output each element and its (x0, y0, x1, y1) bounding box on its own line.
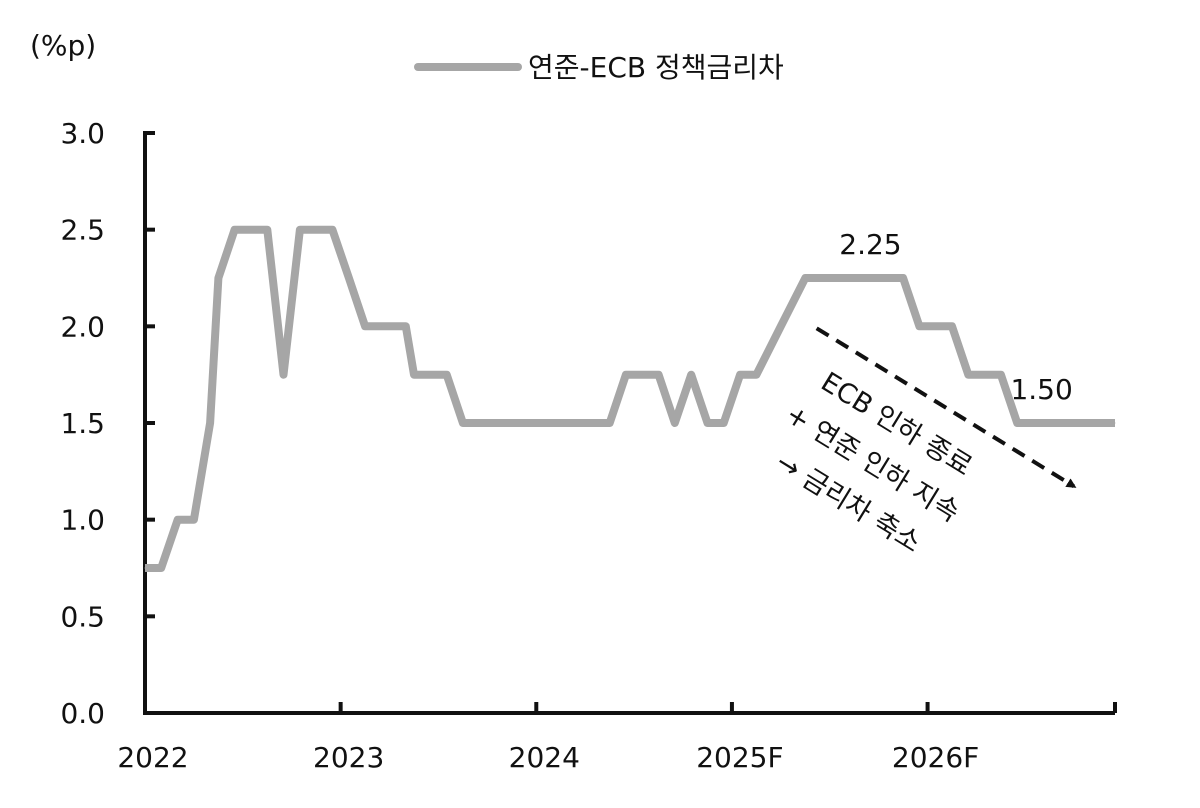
y-axis: 0.0 0.5 1.0 1.5 2.0 2.5 3.0 (60, 117, 155, 730)
data-point (462, 422, 464, 424)
data-point (1065, 422, 1067, 424)
data-point (535, 422, 537, 424)
data-point (755, 374, 757, 376)
data-point (283, 374, 284, 376)
data-point (217, 277, 219, 279)
data-point (625, 374, 627, 376)
data-label: 1.50 (1010, 373, 1072, 406)
data-point (413, 374, 415, 376)
x-tick-label: 2025F (696, 741, 783, 774)
y-tick-label: 0.5 (60, 600, 105, 633)
y-tick-label: 3.0 (60, 117, 105, 150)
x-tick-label: 2023 (313, 741, 384, 774)
data-point (641, 374, 643, 376)
data-point (1000, 374, 1002, 376)
y-tick-label: 2.5 (60, 214, 105, 247)
data-point (299, 229, 301, 231)
data-point (193, 519, 195, 521)
y-tick-label: 1.5 (60, 407, 105, 440)
legend-label: 연준-ECB 정책금리차 (528, 51, 784, 84)
y-tick-label: 1.0 (60, 504, 105, 537)
x-tick-label: 2022 (117, 741, 188, 774)
data-point (380, 325, 382, 327)
y-tick-label: 0.0 (60, 697, 105, 730)
data-point (690, 374, 692, 376)
data-point (609, 422, 611, 424)
data-point (315, 229, 317, 231)
data-point (446, 374, 448, 376)
data-point (951, 325, 953, 327)
data-point (478, 422, 480, 424)
data-point (1114, 422, 1116, 424)
data-labels: 2.25 1.50 (839, 228, 1073, 406)
data-point (878, 277, 880, 279)
data-point (209, 422, 211, 424)
data-point (723, 422, 725, 424)
unit-label: (%p) (30, 29, 96, 62)
x-tick-label: 2024 (509, 741, 580, 774)
data-point (144, 567, 146, 569)
data-point (707, 422, 708, 424)
data-label: 2.25 (839, 228, 901, 261)
data-point (739, 374, 741, 376)
data-point (234, 229, 236, 231)
data-point (829, 277, 831, 279)
x-axis: 2022 2023 2024 2025F 2026F (117, 702, 1117, 774)
data-point (348, 277, 350, 279)
data-point (1016, 422, 1018, 424)
legend: 연준-ECB 정책금리차 (414, 51, 784, 84)
data-point (584, 422, 586, 424)
data-point (967, 374, 969, 376)
data-point (674, 422, 676, 424)
x-tick-label: 2026F (892, 741, 979, 774)
data-point (902, 277, 904, 279)
data-point (429, 374, 431, 376)
data-point (405, 325, 407, 327)
data-point (364, 325, 366, 327)
data-point (780, 325, 782, 327)
data-point (266, 229, 268, 231)
series-line (145, 225, 1115, 572)
data-point (658, 374, 660, 376)
data-point (160, 567, 162, 569)
data-point (331, 229, 333, 231)
trend-arrow (815, 326, 1077, 489)
data-point (935, 325, 937, 327)
data-point (804, 277, 806, 279)
series-layer (144, 225, 1116, 572)
y-tick-label: 2.0 (60, 310, 105, 343)
data-point (250, 229, 252, 231)
data-point (918, 325, 920, 327)
annotation: ECB 인하 종료+ 연준 인하 지속→ 금리차 축소 (770, 326, 1077, 559)
data-point (177, 519, 179, 521)
